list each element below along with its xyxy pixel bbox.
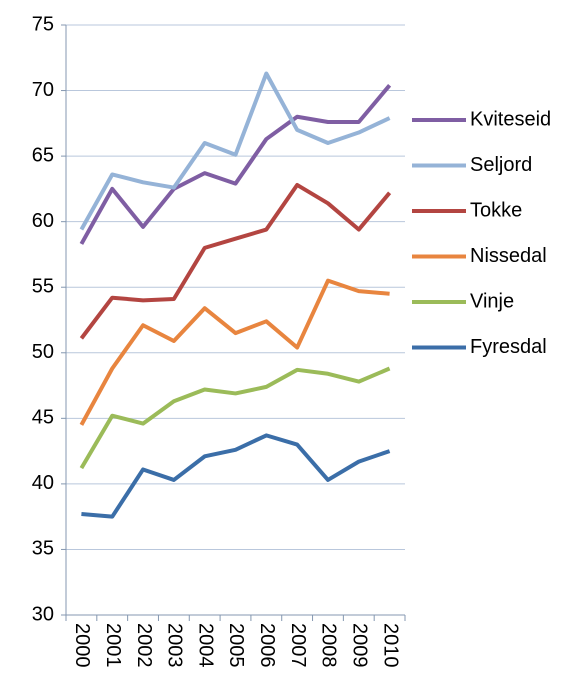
line — [79, 84, 392, 245]
y-tick-label: 45 — [32, 407, 54, 429]
legend-label: Nissedal — [470, 245, 547, 267]
legend-label: Vinje — [470, 290, 514, 312]
line — [79, 71, 391, 231]
x-tick-label: 2005 — [225, 623, 247, 668]
y-tick-label: 50 — [32, 341, 54, 363]
x-tick-label: 2009 — [348, 623, 370, 668]
x-tick-label: 2006 — [256, 623, 278, 668]
y-tick-label: 65 — [32, 144, 54, 166]
y-tick-label: 30 — [32, 603, 54, 625]
x-tick-label: 2008 — [318, 623, 340, 668]
line — [81, 433, 391, 519]
x-tick-label: 2007 — [287, 623, 309, 668]
legend-label: Tokke — [470, 199, 522, 221]
line — [79, 182, 392, 340]
legend-label: Seljord — [470, 154, 532, 176]
line — [79, 278, 390, 426]
y-tick-label: 35 — [32, 538, 54, 560]
x-tick-label: 2004 — [194, 623, 216, 668]
x-tick-label: 2003 — [164, 623, 186, 668]
y-tick-label: 70 — [32, 79, 54, 101]
x-tick-label: 2000 — [71, 623, 93, 668]
x-tick-label: 2010 — [379, 623, 401, 668]
legend-label: Fyresdal — [470, 336, 547, 358]
y-tick-label: 55 — [32, 276, 54, 298]
legend-label: Kviteseid — [470, 108, 551, 130]
y-tick-label: 60 — [32, 210, 54, 232]
y-tick-label: 75 — [32, 13, 54, 35]
x-tick-label: 2002 — [133, 623, 155, 668]
y-tick-label: 40 — [32, 472, 54, 494]
x-tick-label: 2001 — [102, 623, 124, 668]
line — [79, 366, 391, 470]
